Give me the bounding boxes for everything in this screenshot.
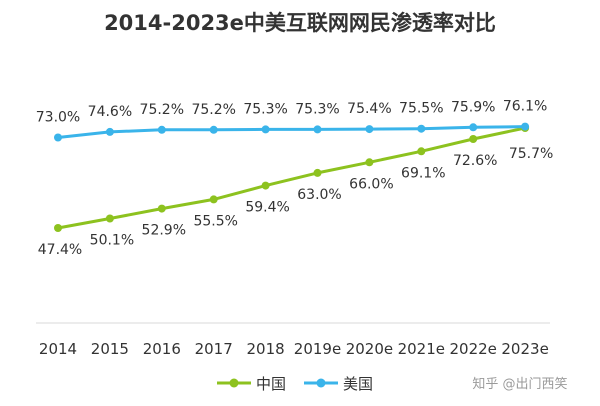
data-point-usa-2014 bbox=[54, 133, 62, 142]
data-point-china-2020e bbox=[365, 158, 374, 167]
data-point-china-2022e bbox=[469, 135, 478, 143]
data-point-china-2021e bbox=[417, 147, 426, 156]
x-tick-label-2023e: 2023e bbox=[501, 340, 548, 358]
legend-marker-china bbox=[229, 378, 239, 388]
data-label-usa-2023e: 76.1% bbox=[503, 99, 547, 115]
data-label-usa-2015: 74.6% bbox=[88, 104, 132, 120]
legend-marker-usa bbox=[316, 378, 326, 388]
legend-label-usa: 美国 bbox=[343, 375, 373, 393]
x-tick-label-2022e: 2022e bbox=[449, 340, 496, 358]
data-label-usa-2022e: 75.9% bbox=[451, 99, 495, 115]
data-point-usa-2023e bbox=[521, 122, 530, 131]
data-point-usa-2019e bbox=[313, 125, 322, 134]
data-point-usa-2020e bbox=[365, 125, 374, 134]
data-label-china-2014: 47.4% bbox=[38, 242, 82, 258]
data-point-usa-2015 bbox=[105, 127, 114, 136]
data-point-usa-2018 bbox=[261, 125, 270, 134]
series-line-usa bbox=[57, 125, 526, 139]
data-label-china-2019e: 63.0% bbox=[297, 187, 341, 203]
data-label-usa-2018: 75.3% bbox=[243, 101, 287, 117]
data-label-usa-2017: 75.2% bbox=[191, 102, 235, 118]
x-tick-label-2017: 2017 bbox=[195, 340, 233, 358]
legend-item-china: 中国 bbox=[217, 375, 286, 393]
data-label-china-2015: 50.1% bbox=[90, 233, 134, 249]
data-label-usa-2021e: 75.5% bbox=[399, 101, 443, 117]
legend-label-china: 中国 bbox=[256, 375, 286, 393]
series-layer: 47.4% 50.1% 52.9% 55.5% 59.4% 63.0% 66.0% 69.1%… bbox=[36, 99, 554, 258]
data-label-china-2018: 59.4% bbox=[245, 200, 289, 216]
x-tick-label-2020e: 2020e bbox=[346, 340, 393, 358]
legend-item-usa: 美国 bbox=[304, 375, 373, 393]
data-label-china-2022e: 72.6% bbox=[453, 153, 497, 169]
data-point-usa-2021e bbox=[417, 124, 426, 133]
chart-title: 2014-2023e中美互联网网民渗透率对比 bbox=[104, 11, 496, 35]
x-tick-label-2019e: 2019e bbox=[294, 340, 341, 358]
data-label-usa-2020e: 75.4% bbox=[347, 101, 391, 117]
data-point-china-2017 bbox=[209, 195, 218, 204]
data-point-china-2019e bbox=[313, 168, 322, 177]
x-tick-label-2021e: 2021e bbox=[398, 340, 445, 358]
data-point-usa-2017 bbox=[209, 125, 218, 134]
data-label-china-2020e: 66.0% bbox=[349, 176, 393, 192]
data-point-china-2016 bbox=[157, 204, 166, 213]
data-label-usa-2014: 73.0% bbox=[36, 110, 80, 126]
data-point-china-2018 bbox=[261, 181, 270, 190]
data-label-usa-2016: 75.2% bbox=[140, 102, 184, 118]
x-tick-label-2015: 2015 bbox=[91, 340, 129, 358]
data-label-china-2017: 55.5% bbox=[193, 213, 237, 229]
x-tick-label-2016: 2016 bbox=[143, 340, 181, 358]
data-label-usa-2019e: 75.3% bbox=[295, 101, 339, 117]
data-label-china-2021e: 69.1% bbox=[401, 165, 445, 181]
x-tick-labels: 2014 2015 2016 2017 2018 2019e 2020e 2021e 2022e… bbox=[39, 340, 549, 358]
data-label-china-2023e: 75.7% bbox=[509, 146, 553, 162]
data-point-china-2014 bbox=[54, 224, 62, 232]
data-point-usa-2016 bbox=[157, 125, 166, 134]
series-line-china bbox=[57, 126, 526, 230]
data-point-usa-2022e bbox=[469, 123, 478, 132]
watermark: 知乎 @出门西笑 bbox=[472, 376, 567, 392]
x-tick-label-2014: 2014 bbox=[39, 340, 77, 358]
data-point-china-2015 bbox=[105, 214, 114, 223]
x-tick-label-2018: 2018 bbox=[247, 340, 285, 358]
legend: 中国 美国 bbox=[217, 375, 373, 393]
data-label-china-2016: 52.9% bbox=[142, 223, 186, 239]
